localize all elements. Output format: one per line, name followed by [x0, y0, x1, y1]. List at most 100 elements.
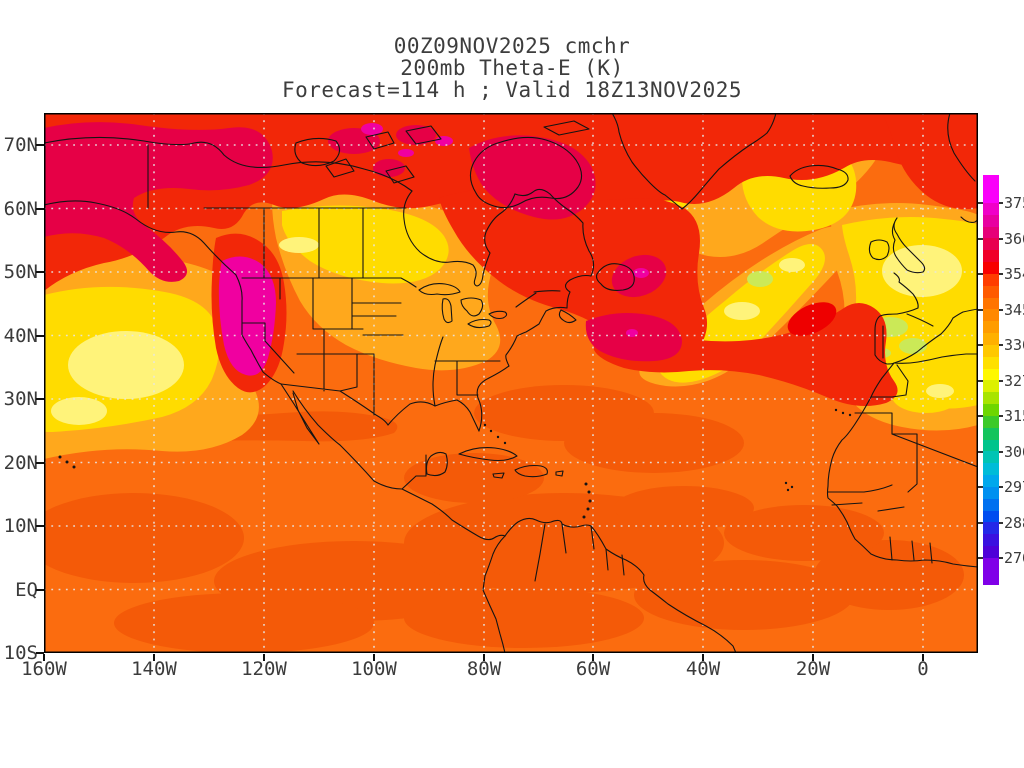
colorbar-block — [983, 273, 999, 286]
coastlines-and-borders — [43, 112, 979, 654]
lat-axis-tick — [36, 588, 44, 591]
colorbar-block — [983, 546, 999, 558]
colorbar-tick — [978, 202, 983, 204]
coastline-great-britain — [891, 217, 926, 274]
colorbar-value-label: 288 — [1004, 513, 1024, 532]
coastline-florida-east — [476, 377, 490, 432]
lat-axis-label: 30N — [3, 388, 38, 410]
colorbar-tick — [978, 273, 983, 275]
coastline-mexico-central-america — [292, 390, 506, 541]
coastline-south-america-west — [482, 535, 506, 654]
colorbar-block — [983, 404, 999, 416]
lat-axis-label: 10S — [3, 642, 38, 664]
coastline-france — [893, 272, 919, 315]
colorbar-tick — [999, 486, 1003, 488]
colorbar-block — [983, 557, 999, 585]
colorbar-value-label: 306 — [1004, 442, 1024, 461]
colorbar-tick — [978, 415, 983, 417]
colorbar-tick — [978, 379, 983, 382]
lat-axis-label: 10N — [3, 515, 38, 537]
great-lakes — [418, 283, 508, 329]
colorbar-value-label: 276 — [1004, 549, 1024, 567]
chart-title-field: 200mb Theta-E (K) — [400, 56, 624, 80]
lon-axis-tick — [592, 654, 594, 661]
colorbar-tick — [999, 202, 1003, 204]
lon-axis-tick — [702, 654, 704, 661]
lat-axis-tick — [36, 271, 44, 273]
lat-axis-tick — [36, 461, 44, 464]
st-lawrence-river — [515, 290, 561, 308]
colorbar-block — [983, 238, 999, 251]
colorbar-tick — [978, 450, 983, 453]
coastline-victoria-island — [294, 137, 341, 167]
coastline-us-west — [235, 274, 282, 385]
lat-axis-label: 50N — [3, 261, 38, 283]
lat-axis-label: 20N — [3, 451, 38, 474]
map-frame-border — [44, 113, 978, 653]
lat-axis-tick — [36, 525, 44, 527]
colorbar-tick — [999, 273, 1003, 275]
colorbar-tick — [978, 557, 983, 559]
border-us-canada-49n — [241, 277, 417, 288]
lat-axis-tick — [36, 334, 44, 337]
colorbar-block — [983, 226, 999, 239]
colorbar-value-label: 345 — [1004, 300, 1024, 319]
colorbar-block — [983, 250, 999, 263]
colorbar-tick — [978, 486, 983, 488]
lat-axis-tick — [36, 207, 44, 210]
colorbar-block — [983, 309, 999, 322]
colorbar — [983, 175, 999, 585]
colorbar-value-label: 366 — [1004, 229, 1024, 248]
colorbar-block — [983, 427, 999, 440]
chart-title-valid: Forecast=114 h ; Valid 18Z13NOV2025 — [281, 78, 742, 102]
lon-axis-label: 120W — [241, 658, 287, 680]
coastline-labrador — [514, 188, 595, 277]
colorbar-tick — [999, 237, 1003, 240]
lon-axis-tick — [483, 654, 485, 661]
coastline-africa-mediterranean — [893, 353, 979, 364]
theta-e-darker-orange-patches — [24, 385, 964, 653]
colorbar-tick — [999, 557, 1003, 559]
colorbar-tick — [999, 450, 1003, 453]
colorbar-tick — [999, 379, 1003, 382]
coastline-newfoundland — [595, 263, 635, 291]
lesser-antilles-islands — [58, 408, 852, 519]
lon-axis-tick — [153, 654, 155, 661]
colorbar-block — [983, 392, 999, 405]
colorbar-block — [983, 498, 999, 511]
theta-e-field — [24, 113, 978, 653]
borders-mexico-guatemala — [401, 454, 427, 490]
lat-axis-tick — [36, 144, 44, 146]
coastline-iberia — [874, 308, 979, 365]
colorbar-block — [983, 214, 999, 227]
lon-axis-tick — [922, 654, 924, 661]
theta-e-atlantic-red-core — [787, 302, 837, 336]
coastline-gaspe — [564, 274, 592, 309]
lat-axis-label: EQ — [15, 578, 38, 601]
lon-axis-tick — [373, 654, 375, 661]
lat-axis-label: 70N — [3, 134, 38, 156]
borders-south-america — [534, 523, 625, 582]
colorbar-block — [983, 522, 999, 535]
colorbar-block — [983, 203, 999, 215]
map-plot-area — [24, 112, 979, 654]
coastline-yucatan — [425, 451, 448, 477]
coastline-iceland — [789, 164, 849, 189]
coastline-baja — [280, 383, 320, 445]
colorbar-block — [983, 463, 999, 476]
colorbar-block — [983, 175, 999, 203]
colorbar-block — [983, 262, 999, 274]
colorbar-tick — [978, 237, 983, 240]
colorbar-value-label: 297 — [1004, 478, 1024, 496]
coastline-jamaica — [492, 472, 505, 479]
colorbar-tick — [999, 415, 1003, 417]
colorbar-tick — [978, 521, 983, 524]
colorbar-value-label: 336 — [1004, 336, 1024, 354]
lon-axis-label: 100W — [351, 658, 397, 680]
colorbar-block — [983, 285, 999, 298]
coastline-nova-scotia — [558, 309, 577, 324]
coastline-ireland — [868, 239, 890, 261]
colorbar-tick — [978, 344, 983, 346]
colorbar-block — [983, 415, 999, 428]
